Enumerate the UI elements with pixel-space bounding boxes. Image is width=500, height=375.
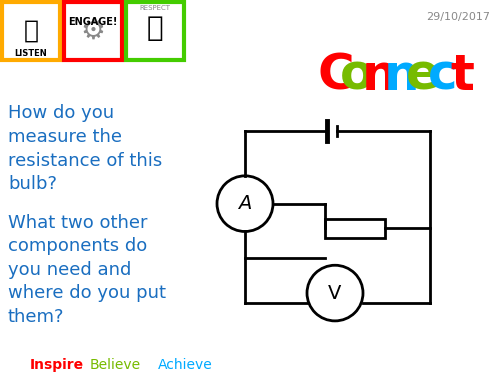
Text: o: o [340,52,374,100]
Text: 👍: 👍 [146,14,164,42]
Text: Achieve: Achieve [158,358,213,372]
Text: t: t [450,52,474,100]
Text: 29/10/2017: 29/10/2017 [426,12,490,22]
FancyBboxPatch shape [64,2,122,60]
Text: ENGAGE!: ENGAGE! [68,17,117,27]
Text: Believe: Believe [90,358,141,372]
Text: What two other
components do
you need and
where do you put
them?: What two other components do you need an… [8,214,166,326]
FancyBboxPatch shape [126,2,184,60]
FancyBboxPatch shape [2,2,60,60]
Text: How do you
measure the
resistance of this
bulb?: How do you measure the resistance of thi… [8,104,162,193]
Text: RESPECT: RESPECT [140,5,170,11]
Text: V: V [328,284,342,303]
Text: A: A [238,194,252,213]
Text: LISTEN: LISTEN [14,49,48,58]
FancyBboxPatch shape [325,219,385,239]
Text: ⚙: ⚙ [80,17,106,45]
Text: n: n [384,52,420,100]
Text: e: e [406,52,440,100]
Text: n: n [362,52,398,100]
Text: C: C [318,52,355,100]
Text: c: c [428,52,458,100]
Text: Inspire: Inspire [30,358,84,372]
Text: 👂: 👂 [24,19,38,43]
